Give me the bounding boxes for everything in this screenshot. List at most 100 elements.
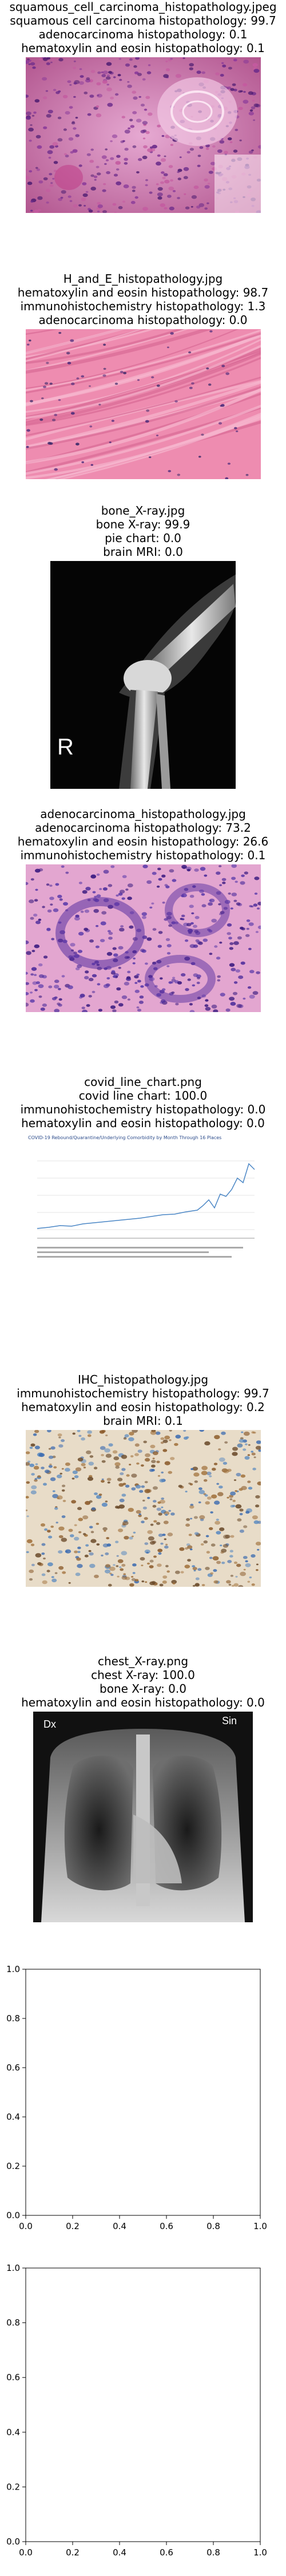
texture-dot [78,931,84,936]
texture-dot [195,939,200,942]
texture-dot [31,1485,37,1490]
texture-dot [145,131,150,135]
texture-dot [150,1523,154,1526]
texture-dot [183,176,188,179]
texture-dot [240,1474,246,1478]
texture-dot [193,1472,200,1477]
texture-dot [101,1430,106,1433]
texture-dot [195,1577,200,1581]
panel-score: chest X-ray: 100.0 [91,1668,195,1682]
panel-score: immunohistochemistry histopathology: 0.1 [20,848,266,862]
texture-dot [123,372,127,374]
texture-dot [97,71,101,74]
texture-dot [177,177,181,180]
texture-dot [151,1460,156,1463]
texture-dot [162,988,166,991]
texture-dot [235,1575,238,1578]
texture-dot [133,65,137,68]
texture-dot [146,1489,152,1493]
texture-dot [26,982,29,985]
texture-dot [221,1562,225,1564]
texture-dot [240,881,245,885]
texture-dot [34,974,37,976]
x-tick-label: 1.0 [253,2547,267,2558]
texture-dot [91,1507,96,1511]
texture-dot [249,905,253,907]
texture-dot [248,947,252,950]
texture-dot [223,1469,229,1473]
texture-dot [185,1523,190,1527]
texture-dot [78,1518,84,1522]
texture-dot [193,924,197,928]
texture-dot [175,1002,179,1006]
texture-dot [236,1003,242,1008]
texture-dot [57,1433,62,1437]
texture-dot [243,100,249,104]
texture-dot [76,377,80,380]
texture-dot [185,1436,189,1439]
texture-dot [256,971,260,974]
texture-dot [208,902,213,906]
texture-dot [138,1001,144,1004]
texture-dot [186,1518,190,1521]
texture-dot [26,446,29,448]
texture-dot [97,210,100,212]
texture-dot [189,386,193,389]
texture-dot [26,1515,29,1518]
texture-dot [240,90,243,93]
texture-dot [106,1537,110,1539]
texture-dot [233,1583,239,1587]
texture-dot [157,196,162,200]
texture-dot [109,1566,116,1571]
texture-dot [198,941,203,945]
texture-dot [190,206,193,208]
texture-dot [97,983,101,986]
texture-dot [192,1567,197,1570]
panel-score: bone X-ray: 0.0 [100,1682,186,1696]
texture-dot [54,1507,58,1510]
texture-dot [232,1447,238,1451]
texture-dot [80,910,84,913]
texture-dot [235,880,238,883]
texture-dot [57,1474,62,1479]
texture-dot [232,1585,235,1587]
texture-dot [121,1563,126,1567]
texture-dot [107,1481,110,1484]
texture-dot [142,78,146,81]
texture-dot [189,1505,194,1509]
texture-dot [165,1514,168,1516]
texture-dot [63,128,67,131]
texture-dot [117,1559,124,1563]
texture-dot [108,70,112,74]
texture-dot [156,1522,161,1525]
texture-dot [189,67,193,70]
texture-dot [28,63,31,65]
texture-dot [132,185,136,189]
texture-dot [58,1535,63,1539]
y-tick-label: 0.4 [6,2112,20,2122]
texture-dot [252,63,259,67]
texture-dot [102,374,106,377]
texture-dot [84,92,88,94]
texture-dot [177,171,180,173]
texture-dot [256,907,260,910]
texture-dot [74,916,80,921]
texture-dot [233,981,238,984]
texture-fiber [26,329,59,335]
texture-dot [89,1500,93,1503]
texture-dot [179,156,182,159]
texture-dot [50,1477,56,1481]
texture-dot [34,1430,39,1433]
texture-dot [119,890,125,894]
texture-dot [121,1551,128,1555]
texture-dot [212,145,216,148]
x-tick-label: 0.8 [206,2547,220,2558]
texture-dot [94,1492,98,1495]
texture-dot [152,1457,155,1460]
texture-dot [227,932,232,935]
texture-dot [118,1483,124,1487]
texture-dot [88,210,93,213]
texture-dot [96,165,100,168]
texture-dot [34,99,40,103]
texture-dot [192,1585,196,1587]
